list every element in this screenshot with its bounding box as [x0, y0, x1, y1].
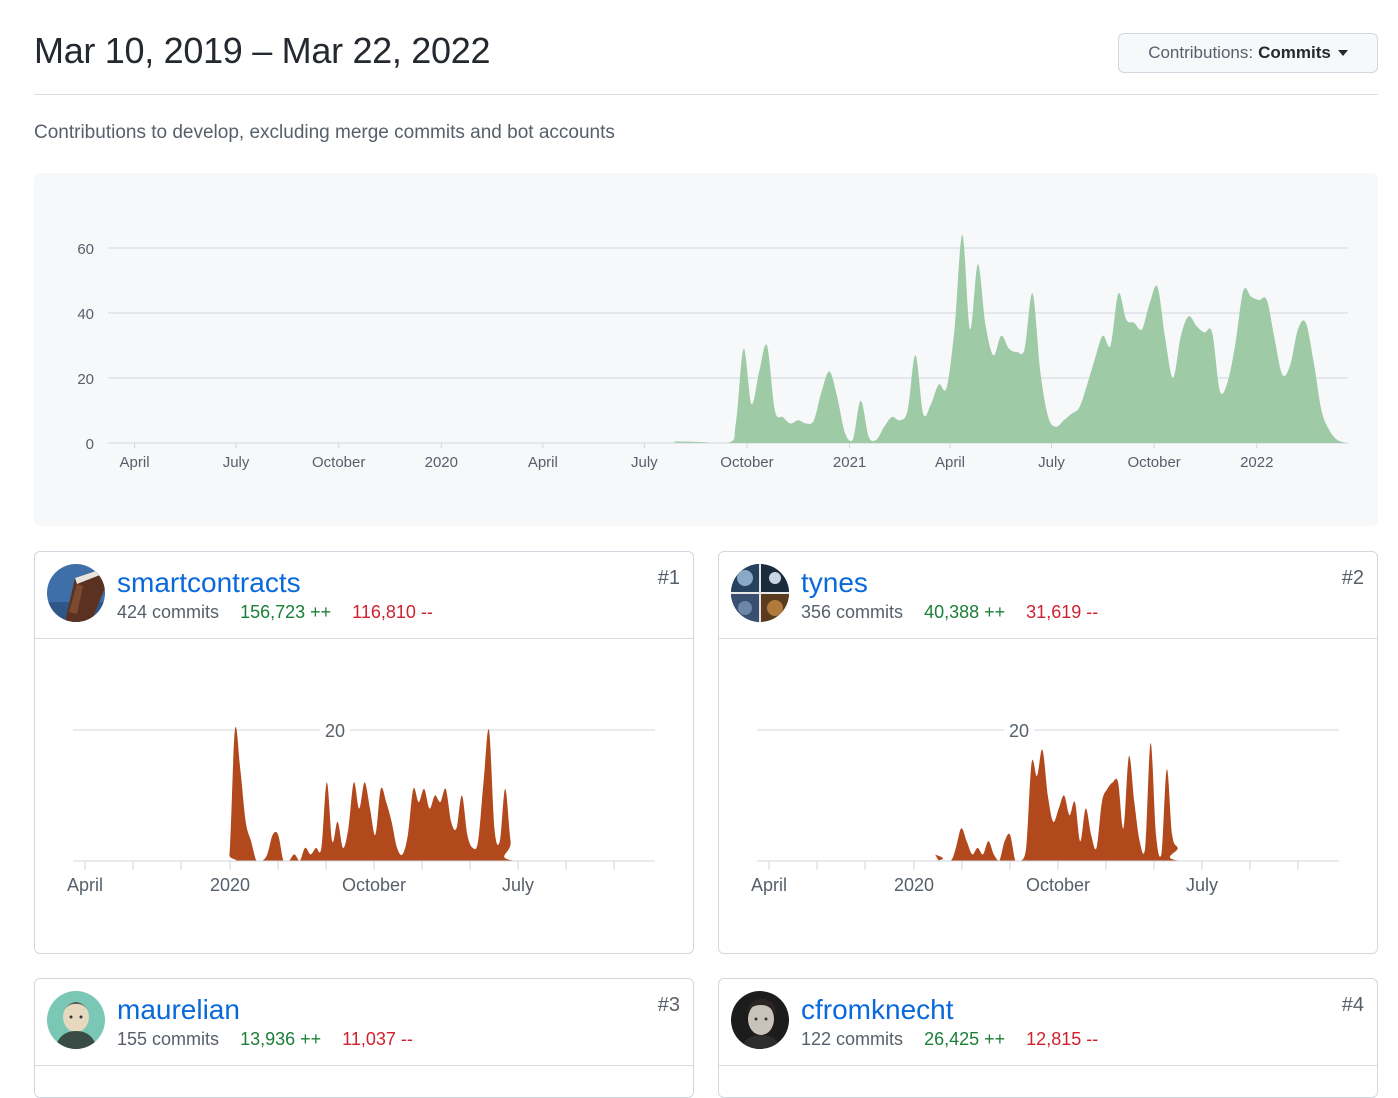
- commit-count: 424 commits: [117, 602, 220, 622]
- contributor-card-header: tynes 356 commits 40,388 ++ 31,619 -- #2: [719, 552, 1377, 639]
- xtick-label: July: [631, 454, 658, 471]
- contributor-rank: #3: [657, 994, 680, 1016]
- commit-count: 122 commits: [801, 1029, 904, 1049]
- ytick-label: 40: [77, 306, 94, 323]
- xtick-label: October: [312, 454, 365, 471]
- main-chart-svg: 0 20 40 60 April July October 2020 April July Oct…: [77, 235, 1348, 471]
- xtick-label: April: [528, 454, 558, 471]
- contributor-card-header: cfromknecht 122 commits 26,425 ++ 12,815…: [719, 979, 1377, 1066]
- main-chart-area: [110, 235, 1346, 443]
- deletions-count: 31,619 --: [1026, 602, 1099, 622]
- xtick-label: 2022: [1240, 454, 1273, 471]
- deletions-count: 12,815 --: [1026, 1029, 1099, 1049]
- deletions-count: 11,037 --: [342, 1029, 413, 1049]
- contributor-chart: 20 April 2020 October July: [67, 719, 655, 895]
- contributor-login-link[interactable]: tynes: [801, 567, 868, 598]
- xtick-label: April: [935, 454, 965, 471]
- caret-down-icon: [1337, 50, 1348, 56]
- avatar[interactable]: [47, 564, 105, 622]
- additions-count: 26,425 ++: [924, 1029, 1006, 1049]
- commit-count: 155 commits: [117, 1029, 220, 1049]
- xtick-label: April: [67, 875, 103, 895]
- avatar[interactable]: [731, 991, 789, 1049]
- contributor-card-header: maurelian 155 commits 13,936 ++ 11,037 -…: [35, 979, 693, 1066]
- contributor-chart: 20 April 2020 October July: [751, 719, 1339, 895]
- ytick-label: 20: [1009, 721, 1029, 741]
- xtick-label: October: [1127, 454, 1180, 471]
- ytick-label: 60: [77, 241, 94, 258]
- contributor-login-link[interactable]: cfromknecht: [801, 994, 954, 1025]
- xtick-label: July: [223, 454, 250, 471]
- additions-count: 40,388 ++: [924, 602, 1006, 622]
- contributor-rank: #4: [1341, 994, 1364, 1016]
- contributor-card: maurelian 155 commits 13,936 ++ 11,037 -…: [34, 978, 694, 1098]
- xtick-label: October: [342, 875, 406, 895]
- contributor-rank: #2: [1341, 567, 1364, 589]
- contributor-chart-area: [75, 726, 655, 861]
- xtick-label: July: [502, 875, 534, 895]
- xtick-label: October: [1026, 875, 1090, 895]
- main-contributions-chart: 0 20 40 60 April July October 2020 April July Oct…: [34, 173, 1378, 526]
- xtick-label: April: [751, 875, 787, 895]
- contributor-card-header: smartcontracts 424 commits 156,723 ++ 11…: [35, 552, 693, 639]
- deletions-count: 116,810 --: [352, 602, 433, 622]
- contributor-card: cfromknecht 122 commits 26,425 ++ 12,815…: [718, 978, 1378, 1098]
- contributions-type-dropdown[interactable]: Contributions: Commits: [1118, 33, 1378, 73]
- ytick-label: 20: [77, 371, 94, 388]
- contributor-card: tynes 356 commits 40,388 ++ 31,619 -- #2…: [718, 551, 1378, 954]
- avatar[interactable]: [731, 564, 789, 622]
- contributor-stats: 122 commits 26,425 ++ 12,815 --: [801, 1029, 1098, 1050]
- ytick-bg: [1004, 719, 1034, 741]
- contributor-login-link[interactable]: smartcontracts: [117, 567, 301, 598]
- contributor-stats: 155 commits 13,936 ++ 11,037 --: [117, 1029, 413, 1050]
- ytick-label: 20: [325, 721, 345, 741]
- xtick-label: 2020: [894, 875, 934, 895]
- contributor-chart-area: [759, 743, 1339, 861]
- page-header: Mar 10, 2019 – Mar 22, 2022 Contribution…: [34, 0, 1378, 95]
- chart-subtitle: Contributions to develop, excluding merg…: [34, 122, 615, 143]
- dropdown-prefix: Contributions:: [1148, 43, 1254, 62]
- xtick-label: July: [1038, 454, 1065, 471]
- xtick-label: 2020: [210, 875, 250, 895]
- ytick-label: 0: [86, 436, 94, 453]
- date-range-title: Mar 10, 2019 – Mar 22, 2022: [34, 30, 491, 71]
- contributor-rank: #1: [657, 567, 680, 589]
- ytick-bg: [320, 719, 350, 741]
- commit-count: 356 commits: [801, 602, 904, 622]
- xtick-label: April: [120, 454, 150, 471]
- contributor-login-link[interactable]: maurelian: [117, 994, 240, 1025]
- contributor-stats: 424 commits 156,723 ++ 116,810 --: [117, 602, 433, 623]
- dropdown-value: Commits: [1258, 43, 1331, 62]
- contributor-stats: 356 commits 40,388 ++ 31,619 --: [801, 602, 1098, 623]
- avatar[interactable]: [47, 991, 105, 1049]
- xtick-label: 2021: [833, 454, 866, 471]
- xtick-label: 2020: [425, 454, 458, 471]
- xtick-label: July: [1186, 875, 1218, 895]
- contributor-card: smartcontracts 424 commits 156,723 ++ 11…: [34, 551, 694, 954]
- additions-count: 156,723 ++: [240, 602, 332, 622]
- additions-count: 13,936 ++: [240, 1029, 322, 1049]
- xtick-label: October: [720, 454, 773, 471]
